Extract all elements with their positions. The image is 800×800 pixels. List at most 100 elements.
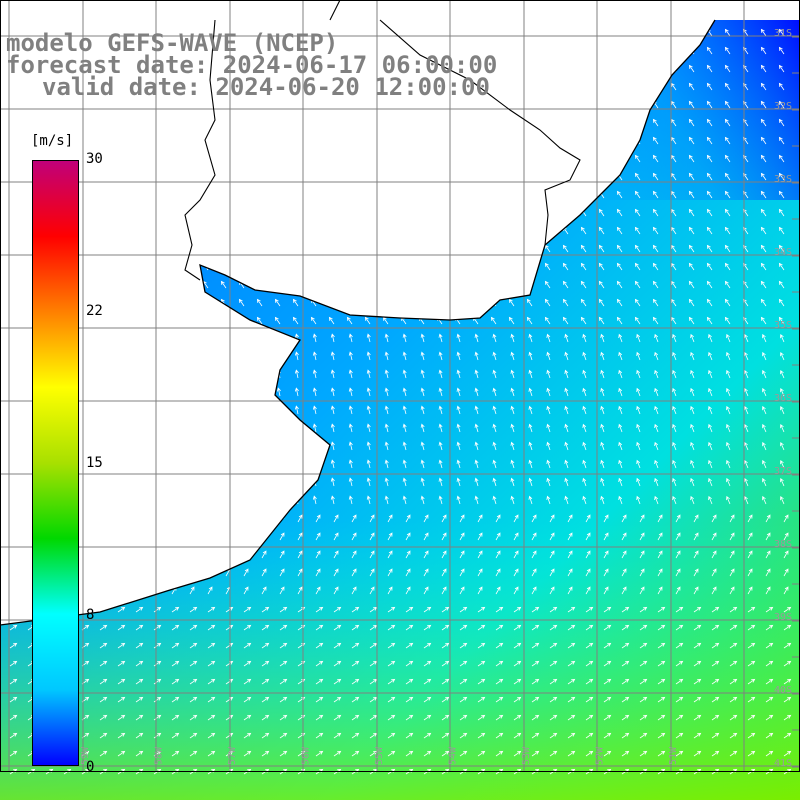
wind-arrow	[526, 136, 533, 145]
wind-arrow	[513, 750, 522, 757]
wind-arrow	[315, 696, 324, 703]
wind-arrow	[582, 459, 587, 469]
wind-arrow	[672, 351, 677, 361]
wind-arrow	[58, 100, 65, 109]
wind-arrow	[41, 11, 46, 18]
wind-arrow	[456, 423, 461, 433]
wind-arrow	[778, 154, 785, 163]
wind-arrow	[495, 696, 504, 703]
wind-arrow	[423, 642, 432, 649]
wind-arrow	[153, 732, 162, 739]
wind-arrow	[690, 405, 695, 415]
wind-arrow	[315, 732, 324, 739]
wind-arrow	[729, 586, 735, 595]
wind-arrow	[760, 100, 767, 109]
wind-arrow	[402, 369, 407, 379]
wind-arrow	[189, 642, 198, 649]
wind-arrow	[7, 351, 12, 361]
wind-arrow	[531, 750, 540, 757]
wind-arrow	[616, 298, 623, 307]
wind-arrow	[549, 732, 558, 739]
wind-arrow	[241, 423, 246, 433]
wind-arrow	[441, 568, 447, 577]
wind-arrow	[675, 624, 684, 631]
wind-arrow	[294, 441, 299, 451]
wind-arrow	[618, 441, 623, 451]
wind-arrow	[778, 244, 785, 253]
wind-arrow	[675, 678, 684, 685]
wind-arrow	[405, 568, 411, 577]
wind-arrow	[441, 660, 450, 667]
wind-arrow	[510, 369, 515, 379]
wind-arrow	[472, 118, 479, 127]
wind-arrow	[477, 624, 486, 631]
wind-arrow	[169, 333, 174, 343]
wind-arrow	[783, 514, 789, 523]
wind-arrow	[207, 550, 213, 559]
wind-arrow	[169, 369, 174, 379]
wind-arrow	[509, 11, 514, 18]
wind-arrow	[274, 100, 281, 109]
wind-arrow	[112, 316, 119, 325]
wind-arrow	[693, 532, 699, 541]
wind-arrow	[454, 28, 461, 37]
wind-arrow	[276, 477, 281, 487]
wind-arrow	[531, 514, 537, 523]
wind-arrow	[454, 190, 461, 199]
wind-arrow	[621, 714, 630, 721]
wind-arrow	[495, 678, 504, 685]
wind-arrow	[765, 696, 774, 703]
wind-arrow	[22, 208, 29, 217]
wind-arrow	[130, 118, 137, 127]
wind-arrow	[418, 172, 425, 181]
wind-arrow	[382, 172, 389, 181]
wind-arrow	[405, 696, 414, 703]
wind-arrow	[621, 732, 630, 739]
wind-arrow	[600, 477, 605, 487]
wind-arrow	[634, 118, 641, 127]
wind-arrow	[711, 606, 720, 613]
wind-arrow	[634, 100, 641, 109]
wind-arrow	[223, 369, 228, 379]
wind-arrow	[238, 316, 245, 325]
wind-arrow	[582, 441, 587, 451]
wind-arrow	[364, 316, 371, 325]
wind-arrow	[492, 441, 497, 451]
wind-arrow	[652, 298, 659, 307]
wind-arrow	[675, 642, 684, 649]
wind-arrow	[616, 118, 623, 127]
wind-arrow	[261, 732, 270, 739]
wind-arrow	[711, 514, 717, 523]
wind-arrow	[474, 441, 479, 451]
wind-arrow	[636, 441, 641, 451]
latitude-label: 35S	[774, 320, 792, 331]
wind-arrow	[762, 495, 767, 505]
wind-arrow	[726, 333, 731, 343]
wind-arrow	[189, 732, 198, 739]
wind-arrow	[405, 624, 414, 631]
wind-arrow	[169, 405, 174, 415]
wind-arrow	[562, 208, 569, 217]
wind-arrow	[311, 11, 316, 18]
wind-arrow	[171, 532, 177, 541]
latitude-label: 37S	[774, 466, 792, 477]
wind-arrow	[151, 333, 156, 343]
wind-arrow	[405, 532, 411, 541]
wind-arrow	[292, 154, 299, 163]
wind-arrow	[474, 495, 479, 505]
wind-arrow	[600, 495, 605, 505]
wind-arrow	[546, 369, 551, 379]
wind-arrow	[585, 514, 591, 523]
wind-arrow	[259, 369, 263, 379]
wind-arrow	[148, 244, 155, 253]
wind-arrow	[729, 732, 738, 739]
wind-arrow	[400, 172, 407, 181]
wind-arrow	[654, 333, 659, 343]
wind-arrow	[598, 82, 605, 91]
wind-arrow	[256, 100, 263, 109]
wind-arrow	[153, 660, 162, 667]
wind-arrow	[744, 441, 749, 451]
wind-arrow	[117, 750, 126, 757]
wind-arrow	[598, 100, 605, 109]
wind-arrow	[22, 82, 29, 91]
